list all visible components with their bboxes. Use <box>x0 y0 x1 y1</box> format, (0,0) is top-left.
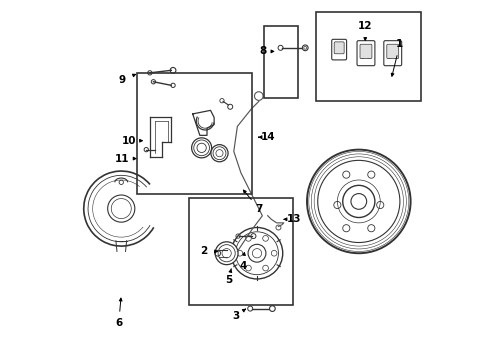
Bar <box>137 73 251 194</box>
Circle shape <box>302 45 307 51</box>
Circle shape <box>210 145 227 162</box>
Text: 1: 1 <box>395 39 403 49</box>
Circle shape <box>350 194 366 209</box>
Circle shape <box>215 242 238 265</box>
Circle shape <box>191 138 211 158</box>
FancyBboxPatch shape <box>386 44 398 59</box>
Bar <box>263 26 298 98</box>
FancyBboxPatch shape <box>356 41 374 66</box>
Text: 13: 13 <box>286 214 301 224</box>
Circle shape <box>306 150 410 253</box>
Text: 2: 2 <box>200 247 206 256</box>
Bar <box>189 198 292 305</box>
Bar <box>315 12 421 102</box>
Text: 14: 14 <box>260 132 274 142</box>
Text: 10: 10 <box>122 136 137 146</box>
Text: 4: 4 <box>239 261 246 271</box>
Text: 5: 5 <box>224 275 232 285</box>
Text: 6: 6 <box>115 318 122 328</box>
Text: 8: 8 <box>259 46 266 57</box>
Text: 3: 3 <box>231 311 239 321</box>
FancyBboxPatch shape <box>331 39 346 60</box>
Text: 7: 7 <box>255 203 262 213</box>
FancyBboxPatch shape <box>333 42 344 54</box>
Text: 9: 9 <box>119 75 125 85</box>
Circle shape <box>231 228 282 279</box>
Text: 12: 12 <box>357 21 372 31</box>
FancyBboxPatch shape <box>359 44 371 59</box>
Text: 11: 11 <box>115 154 129 163</box>
Circle shape <box>269 306 275 311</box>
Circle shape <box>342 185 374 217</box>
FancyBboxPatch shape <box>383 41 401 66</box>
Circle shape <box>317 160 399 243</box>
